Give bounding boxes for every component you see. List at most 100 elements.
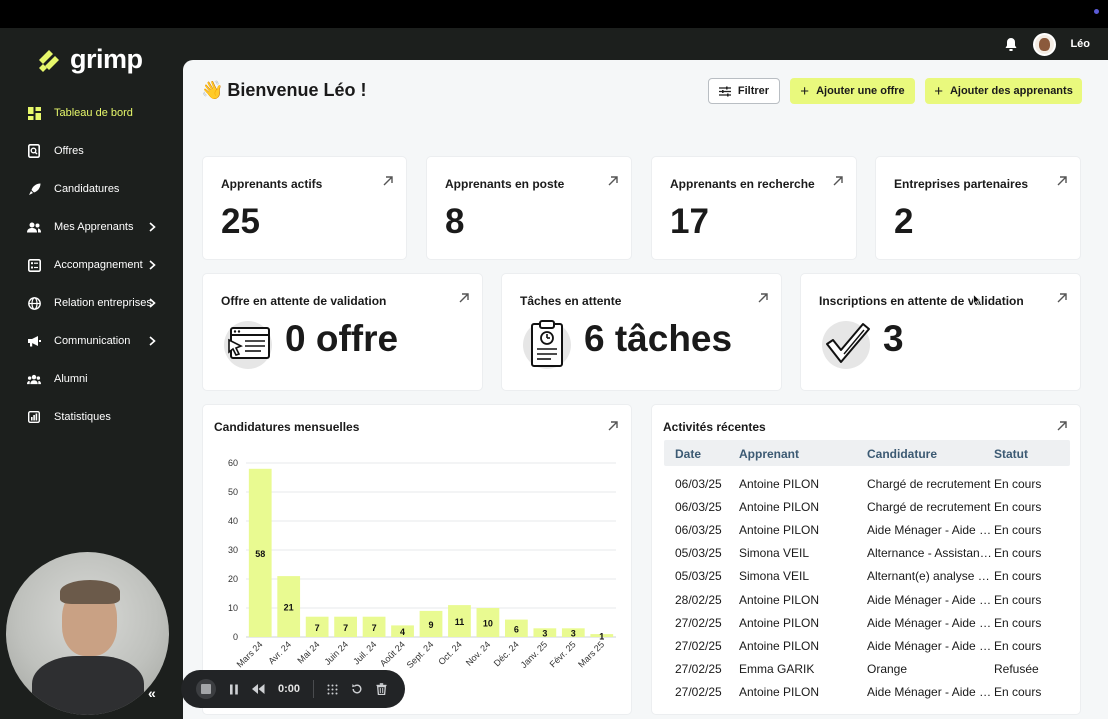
webcam-bubble[interactable] [6,552,169,715]
table-row[interactable]: 27/02/25 Antoine PILON Aide Ménager - Aide… [664,685,1070,708]
sidebar-item-candidatures[interactable]: Candidatures [0,170,183,208]
arrow-up-right-icon[interactable] [457,291,471,305]
chevron-right-icon [147,296,157,310]
bar-value-label: 9 [428,620,433,630]
table-row[interactable]: 06/03/25 Antoine PILON Chargé de recruteme… [664,500,1070,523]
activity-title: Activités récentes [663,420,766,434]
bar [334,616,357,637]
pending-registrations-card[interactable]: Inscriptions en attente de validation 3 [800,273,1081,391]
arrow-up-right-icon[interactable] [756,291,770,305]
x-tick-label: Janv. 25 [519,639,550,670]
sidebar-item-alumni[interactable]: Alumni [0,360,183,398]
arrow-up-right-icon[interactable] [1055,291,1069,305]
search-doc-icon [27,144,41,158]
arrow-up-right-icon[interactable] [381,174,395,188]
clipboard-icon [523,320,571,369]
cell-apprenant: Antoine PILON [739,684,820,699]
sidebar-item-dashboard[interactable]: Tableau de bord [0,94,183,132]
cell-candidature: Aide Ménager - Aide à domicile [867,523,992,538]
monthly-applications-card: Candidatures mensuelles 0 10 20 30 40 50 60 58 M… [202,404,632,715]
arrow-up-right-icon[interactable] [831,174,845,188]
pending-offers-card[interactable]: Offre en attente de validation 0 offre [202,273,483,391]
cell-statut: En cours [994,523,1042,538]
sidebar-item-statistiques[interactable]: Statistiques [0,398,183,436]
table-row[interactable]: 27/02/25 Emma GARIK Orange Refusée [664,662,1070,685]
stat-card-label: Apprenants en poste [445,177,565,191]
sidebar-item-label: Mes Apprenants [54,221,134,233]
stat-card-apprenants-en-poste[interactable]: Apprenants en poste 8 [426,156,632,260]
globe-icon [27,296,41,310]
arrow-up-right-icon[interactable] [1055,419,1069,433]
dashboard-icon [27,106,41,120]
avatar[interactable] [1033,32,1057,56]
y-tick-label: 40 [228,516,238,526]
x-tick-label: Févr. 25 [548,639,578,669]
rewind-icon[interactable] [252,684,265,694]
grid-dots-icon[interactable] [327,684,338,695]
cell-candidature: Orange [867,661,908,676]
table-row[interactable]: 05/03/25 Simona VEIL Alternance - Assistan… [664,546,1070,569]
bar-value-label: 7 [343,623,348,633]
table-row[interactable]: 06/03/25 Antoine PILON Aide Ménager - Aide… [664,523,1070,546]
add-learners-button[interactable]: + Ajouter des apprenants [925,78,1082,104]
cell-candidature: Aide Ménager - Aide à domicile [867,684,992,699]
arrow-up-right-icon[interactable] [606,174,620,188]
restart-icon[interactable] [351,683,363,695]
bell-icon[interactable] [1003,36,1019,52]
stat-card-value: 25 [221,202,260,241]
x-tick-label: Mars 25 [576,639,606,669]
cell-date: 27/02/25 [675,661,722,676]
table-row[interactable]: 05/03/25 Simona VEIL Alternant(e) analyse … [664,569,1070,592]
bar-value-label: 3 [542,629,547,639]
cell-date: 27/02/25 [675,638,722,653]
y-tick-label: 50 [228,487,238,497]
chevron-right-icon [147,334,157,348]
bar-value-label: 1 [599,632,604,642]
cell-apprenant: Antoine PILON [739,615,820,630]
table-row[interactable]: 27/02/25 Antoine PILON Aide Ménager - Aide… [664,639,1070,662]
header-user-area: Léo [1003,32,1090,56]
rocket-icon [27,182,41,196]
chevron-right-icon [147,220,157,234]
cell-candidature: Chargé de recrutement [867,477,991,491]
cell-candidature: Aide Ménager - Aide à domicile [867,638,992,653]
bar [448,605,471,637]
sidebar-item-accompagnement[interactable]: Accompagnement [0,246,183,284]
recorder-toolbar: 0:00 [181,670,405,708]
column-header-candidature[interactable]: Candidature [867,447,938,461]
table-row[interactable]: 27/02/25 Antoine PILON Aide Ménager - Aide… [664,616,1070,639]
stop-button[interactable] [196,679,216,699]
sidebar-item-label: Offres [54,145,84,157]
sidebar-item-communication[interactable]: Communication [0,322,183,360]
bar [505,619,528,637]
arrow-up-right-icon[interactable] [1055,174,1069,188]
sidebar-item-offres[interactable]: Offres [0,132,183,170]
user-name[interactable]: Léo [1070,38,1090,50]
column-header-statut[interactable]: Statut [994,447,1028,461]
stat-card-entreprises-partenaires[interactable]: Entreprises partenaires 2 [875,156,1081,260]
sidebar-item-relation-entreprises[interactable]: Relation entreprises [0,284,183,322]
sidebar-item-mes-apprenants[interactable]: Mes Apprenants [0,208,183,246]
logo[interactable]: grimp [37,44,143,75]
column-header-date[interactable]: Date [675,447,702,461]
stat-card-apprenants-actifs[interactable]: Apprenants actifs 25 [202,156,407,260]
cell-apprenant: Antoine PILON [739,477,820,491]
trash-icon[interactable] [376,683,387,695]
add-offer-button[interactable]: + Ajouter une offre [790,78,915,104]
collapse-chevrons-icon[interactable]: « [148,685,156,701]
x-tick-label: Mai 24 [295,639,321,665]
y-tick-label: 20 [228,574,238,584]
pending-tasks-card[interactable]: Tâches en attente 6 tâches [501,273,782,391]
page-title: 👋 Bienvenue Léo ! [201,80,366,101]
stat-card-label: Apprenants en recherche [670,177,815,191]
arrow-up-right-icon[interactable] [606,419,620,433]
pending-card-value: 0 offre [285,318,399,359]
table-row[interactable]: 06/03/25 Antoine PILON Chargé de recruteme… [664,477,1070,500]
column-header-apprenant[interactable]: Apprenant [739,447,799,461]
cell-statut: En cours [994,569,1042,584]
pause-icon[interactable] [229,684,239,695]
table-row[interactable]: 28/02/25 Antoine PILON Aide Ménager - Aide… [664,593,1070,616]
y-tick-label: 10 [228,603,238,613]
stat-card-apprenants-en-recherche[interactable]: Apprenants en recherche 17 [651,156,857,260]
filter-button[interactable]: Filtrer [708,78,780,104]
